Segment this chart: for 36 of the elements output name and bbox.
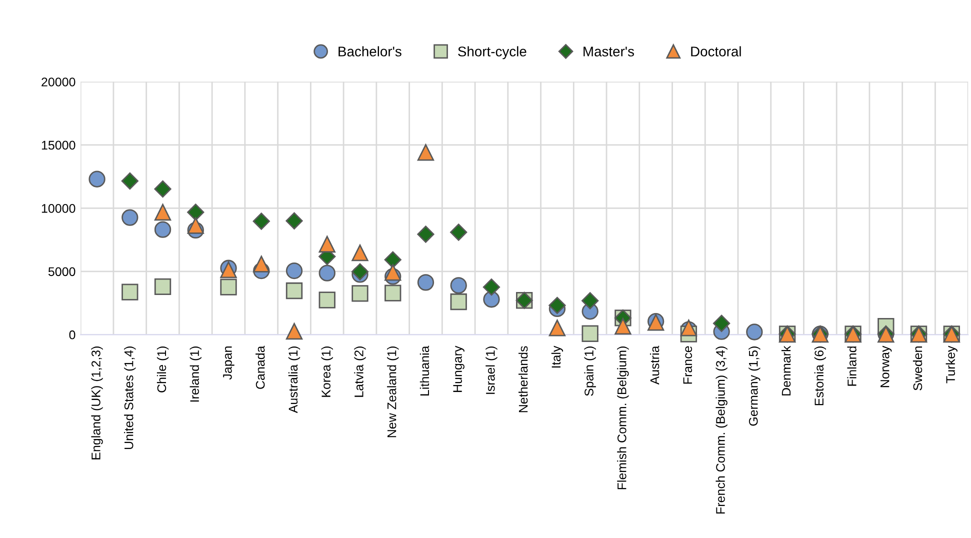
x-tick-label: Australia (1) [288,346,300,414]
x-tick-label: Latvia (2) [354,346,366,397]
x-tick-label: Lithuania [420,346,430,396]
x-tick-label: England (UK) (1,2,3) [91,346,103,460]
x-tick-label: Turkey [946,346,958,384]
x-tick-label: Korea (1) [321,346,333,397]
x-tick-label: Austria [650,346,660,385]
x-tick-label: Estonia (6) [814,346,826,406]
y-tick-label: 10000 [42,204,76,213]
y-tick-label: 5000 [48,267,76,276]
y-tick-label: 15000 [42,140,76,150]
legend-label: Bachelor's [338,46,402,56]
y-tick-label: 0 [69,330,76,340]
legend-label: Doctoral [691,46,741,56]
x-tick-label: French Comm. (Belgium) (3,4) [716,346,728,514]
x-tick-label: Italy [551,346,564,368]
x-tick-label: Japan [223,346,234,380]
x-tick-label: Norway [880,346,892,388]
x-tick-label: Flemish Comm. (Belgium) [617,346,629,490]
x-tick-label: Denmark [781,346,791,396]
x-tick-label: Spain (1) [584,346,596,396]
legend-label: Master's [584,46,634,56]
x-tick-label: Canada [256,346,265,389]
x-tick-label: Hungary [453,346,464,392]
x-tick-label: France [683,346,692,384]
x-tick-label: United States (1,4) [124,346,136,449]
x-tick-label: Ireland (1) [190,346,202,402]
x-tick-label: Germany (1,5) [748,346,760,426]
x-tick-label: Finland [847,346,856,386]
x-tick-label: Chile (1) [156,346,169,392]
x-tick-label: New Zealand (1) [387,346,399,438]
x-tick-label: Sweden [912,346,922,390]
y-tick-label: 20000 [42,78,76,86]
legend-label: Short-cycle [458,46,526,60]
x-tick-label: Netherlands [518,346,528,412]
x-tick-label: Israel (1) [486,346,498,394]
